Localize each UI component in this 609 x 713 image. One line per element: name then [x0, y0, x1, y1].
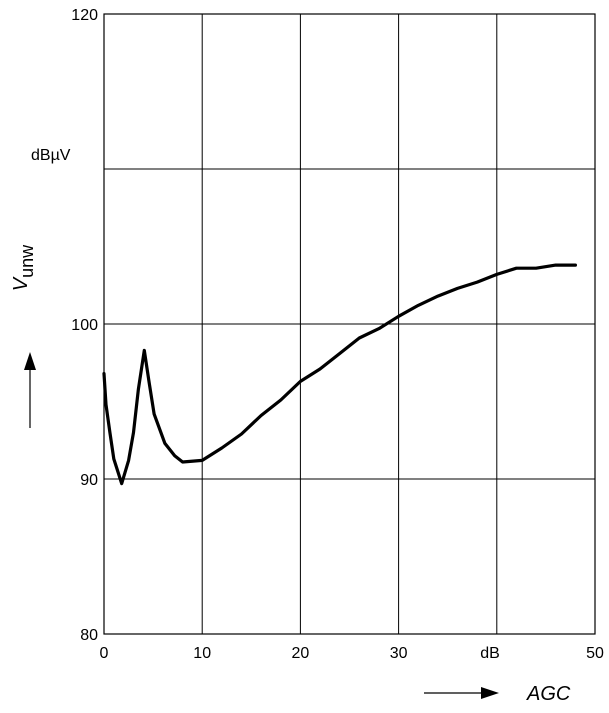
tick-labels: 0 10 20 30 50 80 90 100 120 [71, 7, 604, 662]
x-unit-label: dB [480, 645, 500, 662]
y-tick-label: 90 [80, 472, 98, 489]
x-axis-title: AGC [526, 683, 571, 705]
series-line [102, 263, 577, 486]
plot-border [103, 13, 596, 635]
y-direction-arrow [24, 352, 36, 428]
y-tick-label: 80 [80, 627, 98, 644]
x-tick-label: 0 [100, 645, 109, 662]
x-tick-label: 30 [390, 645, 408, 662]
y-axis-title: Vunw [10, 244, 37, 291]
plot-frame [103, 13, 596, 635]
y-tick-label: 120 [71, 7, 98, 24]
x-tick-label: 10 [193, 645, 211, 662]
y-tick-label: 100 [71, 317, 98, 334]
y-unit-label: dBµV [31, 147, 71, 164]
y-axis-title-sub: unw [17, 244, 37, 278]
x-tick-label: 20 [292, 645, 310, 662]
grid-layer [104, 14, 595, 634]
x-tick-label: 50 [586, 645, 604, 662]
y-axis-title-main: V [10, 276, 32, 291]
x-direction-arrow [424, 687, 499, 699]
